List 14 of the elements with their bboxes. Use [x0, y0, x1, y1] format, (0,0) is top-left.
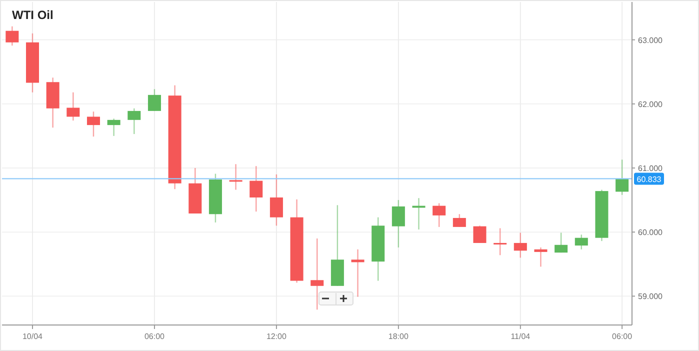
x-tick-label: 06:00: [612, 332, 633, 341]
text: WTI Oil: [12, 8, 54, 22]
candlestick: [473, 225, 486, 244]
x-tick-label: 06:00: [144, 332, 166, 341]
ref-line-label: 60.833: [636, 175, 662, 184]
y-tick-label: 61.000: [638, 164, 664, 173]
y-tick-label: 59.000: [638, 292, 664, 302]
x-tick-label: 10/04: [22, 332, 44, 341]
x-tick-label: 11/04: [510, 332, 531, 341]
y-tick-label: 63.000: [638, 36, 664, 45]
y-tick-label: 60.000: [638, 228, 664, 238]
y-tick-label: 62.000: [638, 100, 664, 109]
x-tick-label: 12:00: [266, 332, 288, 341]
x-tick-label: 18:00: [388, 332, 409, 341]
